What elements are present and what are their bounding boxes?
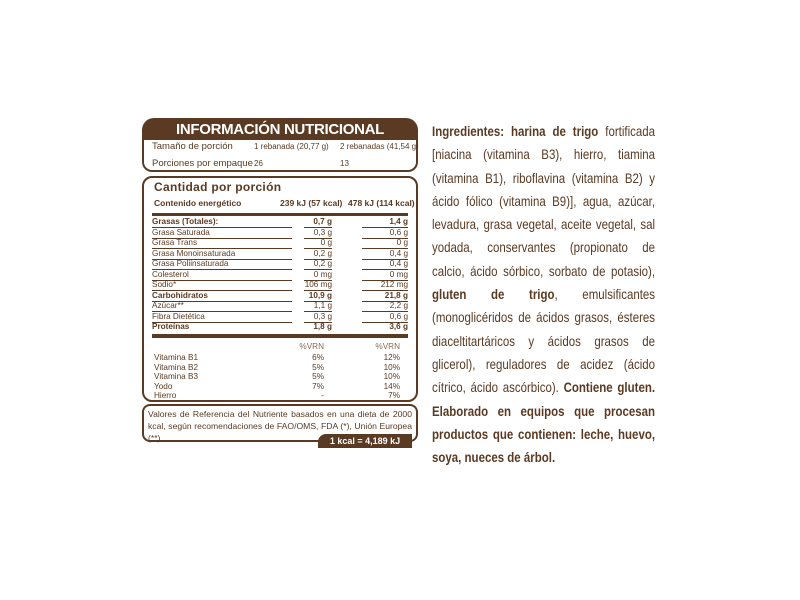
value-1: 0,2 g: [304, 259, 332, 270]
value-1: 5%: [312, 362, 324, 372]
nutrient-name: Grasas (Totales):: [152, 217, 292, 228]
value-2: 0,6 g: [362, 228, 408, 239]
value-1: 0,2 g: [304, 249, 332, 260]
value-2: 212 mg: [362, 280, 408, 291]
vitamin-name: Hierro: [154, 391, 177, 400]
value-2: 0,6 g: [362, 312, 408, 323]
nutrient-name: Grasa Trans: [152, 238, 292, 249]
nutrient-row: Grasa Monoinsaturada 0,2 g 0,4 g: [152, 249, 408, 260]
divider: [152, 213, 408, 216]
vitamin-row: Vitamina B1 6% 12%: [154, 353, 404, 363]
value-1: 0 g: [304, 238, 332, 249]
nutrient-row: Sodio* 106 mg 212 mg: [152, 280, 408, 291]
value-1: -: [321, 391, 324, 400]
vitamin-name: Vitamina B1: [154, 353, 198, 362]
vitamin-name: Vitamina B2: [154, 362, 198, 372]
nutrient-name: Grasa Poliinsaturada: [152, 259, 292, 270]
value-1: 0 mg: [304, 270, 332, 281]
vitamin-row: Yodo 7% 14%: [154, 382, 404, 392]
serving-size-label: Tamaño de porción: [152, 141, 233, 152]
serving-size-1: 1 rebanada (20,77 g): [254, 142, 329, 151]
value-1: 6%: [312, 353, 324, 362]
nutrient-row: Grasa Saturada 0,3 g 0,6 g: [152, 228, 408, 239]
nutrient-row: Grasa Trans 0 g 0 g: [152, 238, 408, 249]
energy-label: Contenido energético: [154, 198, 242, 208]
value-1: 1,8 g: [313, 322, 332, 331]
serving-size-2: 2 rebanadas (41,54 g): [340, 142, 419, 151]
value-2: 14%: [383, 381, 400, 391]
nutrient-row: Grasas (Totales): 0,7 g 1,4 g: [152, 217, 408, 228]
value-2: 0,4 g: [362, 249, 408, 260]
value-2: 21,8 g: [362, 291, 408, 302]
value-1: 0,3 g: [304, 228, 332, 239]
amount-heading: Cantidad por porción: [154, 180, 282, 194]
vitamin-name: Vitamina B3: [154, 372, 198, 381]
nutrient-row: Carbohidratos 10,9 g 21,8 g: [152, 291, 408, 302]
nutrient-name: Proteínas: [152, 322, 190, 331]
value-2: 12%: [383, 353, 400, 362]
nutrient-name: Fibra Dietética: [152, 312, 292, 323]
kcal-conversion-badge: 1 kcal = 4,189 kJ: [318, 434, 412, 448]
value-2: 7%: [388, 391, 400, 400]
value-1: 0,7 g: [304, 217, 332, 228]
servings-per-package-label: Porciones por empaque: [152, 158, 253, 169]
vrn-header-1: %VRN: [299, 342, 324, 351]
value-2: 10%: [383, 372, 400, 381]
vrn-header-row: %VRN %VRN: [154, 342, 404, 352]
value-2: 1,4 g: [362, 217, 408, 228]
value-2: 0 g: [362, 238, 408, 249]
allergen-statement: Contiene gluten. Elaborado en equipos qu…: [432, 379, 656, 466]
nutrient-row: Grasa Poliinsaturada 0,2 g 0,4 g: [152, 259, 408, 270]
ingredients-text-2: , emulsificantes (monoglicéridos de ácid…: [432, 286, 656, 396]
nutrient-row: Fibra Dietética 0,3 g 0,6 g: [152, 312, 408, 323]
value-2: 3,6 g: [389, 322, 408, 331]
ingredients-text-1: fortificada [niacina (vitamina B3), hier…: [432, 123, 656, 279]
nutrient-row: Colesterol 0 mg 0 mg: [152, 270, 408, 281]
ingredients-text: Ingredientes: harina de trigo fortificad…: [432, 120, 655, 469]
nutrient-name: Grasa Saturada: [152, 228, 292, 239]
vitamin-name: Yodo: [154, 381, 173, 391]
value-1: 5%: [312, 372, 324, 381]
nutrient-name: Grasa Monoinsaturada: [152, 249, 292, 260]
servings-per-package-2: 13: [340, 159, 349, 168]
value-1: 10,9 g: [304, 291, 332, 302]
nutrient-row: Proteínas 1,8 g 3,6 g: [152, 322, 408, 333]
nutrient-box: Cantidad por porción Contenido energétic…: [142, 176, 418, 402]
nutrition-title: INFORMACIÓN NUTRICIONAL: [142, 118, 418, 140]
nutrient-name: Sodio*: [152, 280, 292, 291]
footnote: Valores de Referencia del Nutriente basa…: [142, 404, 418, 443]
value-2: 0,4 g: [362, 259, 408, 270]
vitamin-row: Vitamina B2 5% 10%: [154, 363, 404, 373]
nutrient-name: Carbohidratos: [152, 291, 292, 302]
value-1: 1,1 g: [304, 301, 332, 312]
vrn-header-2: %VRN: [375, 342, 400, 351]
value-2: 10%: [383, 362, 400, 372]
serving-info: Tamaño de porción 1 rebanada (20,77 g) 2…: [142, 140, 419, 172]
nutrient-name: Azúcar**: [152, 301, 292, 312]
vitamin-row: Hierro - 7%: [154, 391, 404, 401]
nutrition-facts-panel: INFORMACIÓN NUTRICIONAL Tamaño de porció…: [142, 118, 419, 448]
divider: [152, 334, 408, 338]
value-2: 2,2 g: [362, 301, 408, 312]
value-1: 106 mg: [304, 280, 332, 291]
value-2: 0 mg: [362, 270, 408, 281]
ingredients-bold-2: gluten de trigo: [432, 286, 555, 303]
nutrient-row: Azúcar** 1,1 g 2,2 g: [152, 301, 408, 312]
vitamin-row: Vitamina B3 5% 10%: [154, 372, 404, 382]
energy-1: 239 kJ (57 kcal): [280, 198, 343, 208]
ingredients-bold-1: Ingredientes: harina de trigo: [432, 123, 599, 139]
energy-2: 478 kJ (114 kcal): [348, 198, 415, 208]
servings-per-package-1: 26: [254, 159, 263, 168]
value-1: 7%: [312, 381, 324, 391]
nutrient-name: Colesterol: [152, 270, 292, 281]
value-1: 0,3 g: [304, 312, 332, 323]
